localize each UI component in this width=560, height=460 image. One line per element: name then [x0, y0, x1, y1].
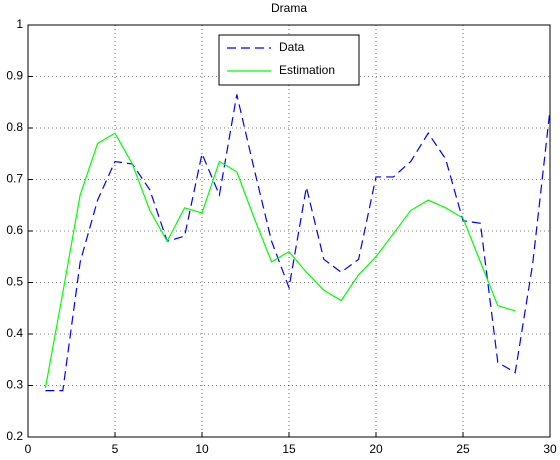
chart-title: Drama: [271, 1, 307, 15]
x-tick-label: 25: [456, 442, 470, 456]
y-tick-label: 0.9: [6, 69, 23, 83]
x-tick-label: 0: [25, 442, 32, 456]
x-tick-label: 20: [369, 442, 383, 456]
y-tick-label: 0.5: [6, 275, 23, 289]
y-tick-label: 0.4: [6, 326, 23, 340]
legend-box: [218, 34, 360, 86]
x-tick-label: 30: [543, 442, 557, 456]
x-tick-label: 15: [282, 442, 296, 456]
y-tick-label: 0.6: [6, 223, 23, 237]
data-line: [44, 132, 516, 389]
legend-label: Estimation: [279, 63, 335, 77]
y-tick-label: 0.7: [6, 172, 23, 186]
y-tick-label: 1: [16, 17, 23, 31]
x-tick-label: 10: [195, 442, 209, 456]
legend-label: Data: [279, 40, 305, 54]
data-line: [45, 94, 551, 392]
y-tick-label: 0.3: [6, 378, 23, 392]
y-tick-label: 0.8: [6, 120, 23, 134]
y-tick-label: 0.2: [6, 429, 23, 443]
x-tick-label: 5: [112, 442, 119, 456]
